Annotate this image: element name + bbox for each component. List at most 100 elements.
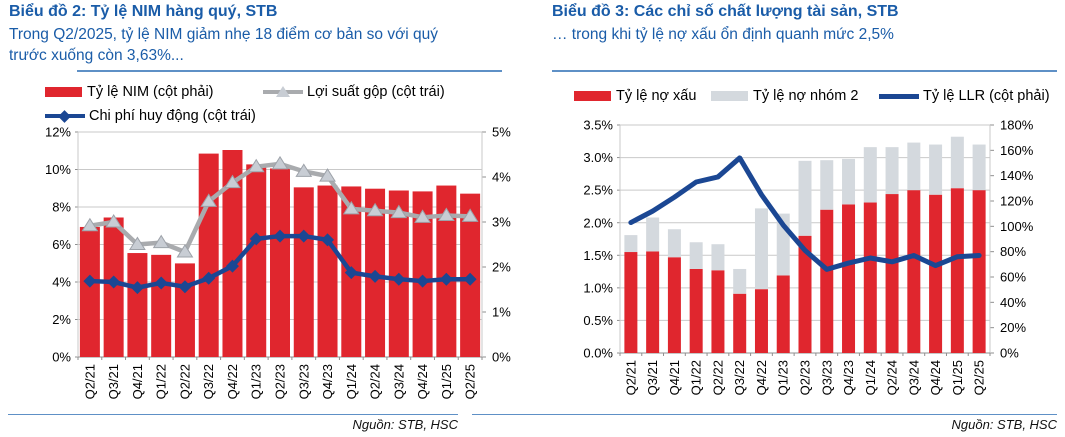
svg-text:5%: 5% (492, 125, 511, 140)
svg-text:Q2/24: Q2/24 (885, 360, 900, 395)
chart2-title: Biểu đồ 2: Tỷ lệ NIM hàng quý, STB (9, 3, 278, 20)
svg-text:Q2/24: Q2/24 (368, 364, 383, 399)
svg-text:Q1/22: Q1/22 (154, 364, 169, 399)
chart2-subtitle: Trong Q2/2025, tỷ lệ NIM giảm nhẹ 18 điể… (9, 26, 438, 64)
svg-text:60%: 60% (1000, 270, 1026, 285)
red-bar-swatch-icon (45, 87, 82, 97)
svg-text:Q2/25: Q2/25 (463, 364, 478, 399)
svg-text:Q3/22: Q3/22 (732, 360, 747, 395)
svg-text:Q3/22: Q3/22 (201, 364, 216, 399)
nim-quarterly-chart: 0% 2% 4% 6% 8% 10% 12% 0% 1% 2% 3% 4% 5% Q2/21 Q3/21 Q4… (45, 125, 511, 400)
svg-text:2%: 2% (52, 312, 71, 327)
legend-label: Tỷ lệ NIM (cột phải) (87, 84, 214, 100)
chart2-source: Nguồn: STB, HSC (352, 417, 459, 432)
chart2-legend-row-1: Tỷ lệ NIM (cột phải) Lợi suất gộp (cột t… (8, 80, 513, 104)
bars (79, 150, 481, 357)
svg-text:Q1/22: Q1/22 (689, 360, 704, 395)
svg-text:Q2/23: Q2/23 (798, 360, 813, 395)
svg-text:Q2/21: Q2/21 (623, 360, 638, 395)
svg-text:Q1/23: Q1/23 (776, 360, 791, 395)
svg-text:80%: 80% (1000, 244, 1026, 259)
red-bar-swatch-icon (574, 91, 611, 101)
bar-series-ty-le-no-nhom-2 (624, 136, 986, 294)
legend-label: Tỷ lệ nợ nhóm 2 (753, 88, 859, 104)
svg-text:Q4/22: Q4/22 (754, 360, 769, 395)
chart3-legend: Tỷ lệ nợ xấu Tỷ lệ nợ nhóm 2 Tỷ lệ LLR (… (552, 84, 1057, 108)
svg-text:Q4/21: Q4/21 (667, 360, 682, 395)
blue-line-diamond-swatch-icon (45, 109, 85, 123)
chart3-top-divider (552, 70, 1057, 72)
svg-text:0%: 0% (1000, 346, 1019, 361)
svg-text:4%: 4% (52, 275, 71, 290)
chart3-subtitle: … trong khi tỷ lệ nợ xấu ổn định quanh m… (552, 26, 894, 43)
bars (624, 136, 986, 353)
svg-text:10%: 10% (45, 162, 71, 177)
legend-item-ty-le-llr: Tỷ lệ LLR (cột phải) (879, 88, 1050, 104)
chart2-legend-row-2: Chi phí huy động (cột trái) (8, 104, 513, 128)
svg-text:1%: 1% (492, 305, 511, 320)
svg-text:1.0%: 1.0% (583, 280, 613, 295)
x-axis-labels: Q2/21 Q3/21 Q4/21 Q1/22 Q2/22 Q3/22 Q4/22 Q1/23… (82, 364, 477, 399)
svg-text:Q4/24: Q4/24 (928, 360, 943, 395)
svg-text:0%: 0% (52, 350, 71, 365)
chart3-legend-row: Tỷ lệ nợ xấu Tỷ lệ nợ nhóm 2 Tỷ lệ LLR (… (552, 84, 1057, 108)
svg-text:6%: 6% (52, 237, 71, 252)
lines (81, 155, 479, 295)
svg-text:160%: 160% (1000, 143, 1034, 158)
legend-label: Chi phí huy động (cột trái) (89, 108, 256, 124)
svg-text:1.5%: 1.5% (583, 248, 613, 263)
svg-text:20%: 20% (1000, 320, 1026, 335)
svg-text:0.5%: 0.5% (583, 313, 613, 328)
svg-text:Q3/24: Q3/24 (906, 360, 921, 395)
svg-text:2.5%: 2.5% (583, 183, 613, 198)
left-axis-labels: 0% 2% 4% 6% 8% 10% 12% (45, 125, 71, 365)
svg-text:4%: 4% (492, 170, 511, 185)
triangle-marker-icon (276, 86, 290, 97)
gray-bar-swatch-icon (711, 91, 748, 101)
right-axis-labels: 0% 20% 40% 60% 80% 100% 120% 140% 160% 180% (1000, 118, 1034, 361)
svg-text:Q3/23: Q3/23 (819, 360, 834, 395)
svg-text:Q3/24: Q3/24 (391, 364, 406, 399)
chart2-legend: Tỷ lệ NIM (cột phải) Lợi suất gộp (cột t… (8, 80, 513, 128)
svg-text:2%: 2% (492, 260, 511, 275)
asset-quality-chart: 0.0% 0.5% 1.0% 1.5% 2.0% 2.5% 3.0% 3.5% 0% 20% 40%… (583, 118, 1034, 396)
blue-line-swatch-icon (879, 89, 919, 103)
bar-series-ty-le-nim (79, 150, 481, 357)
lines (628, 155, 982, 272)
svg-text:Q2/22: Q2/22 (177, 364, 192, 399)
right-axis-labels: 0% 1% 2% 3% 4% 5% (492, 125, 511, 365)
svg-text:Q2/23: Q2/23 (273, 364, 288, 399)
svg-text:3.0%: 3.0% (583, 150, 613, 165)
svg-text:Q3/23: Q3/23 (296, 364, 311, 399)
legend-label: Tỷ lệ nợ xấu (616, 88, 697, 104)
svg-text:Q1/24: Q1/24 (863, 360, 878, 395)
legend-label: Lợi suất gộp (cột trái) (307, 84, 445, 100)
svg-text:40%: 40% (1000, 295, 1026, 310)
legend-item-ty-le-nim: Tỷ lệ NIM (cột phải) (45, 84, 263, 100)
line-series-chi-phi-huy-dong (83, 229, 477, 295)
chart3-title: Biểu đồ 3: Các chỉ số chất lượng tài sản… (552, 3, 899, 20)
left-axis-labels: 0.0% 0.5% 1.0% 1.5% 2.0% 2.5% 3.0% 3.5% (583, 118, 613, 361)
svg-text:Q3/21: Q3/21 (106, 364, 121, 399)
svg-text:Q1/23: Q1/23 (249, 364, 264, 399)
legend-item-ty-le-no-xau: Tỷ lệ nợ xấu (574, 88, 711, 104)
chart3-source: Nguồn: STB, HSC (951, 417, 1058, 432)
chart2-top-divider (77, 70, 502, 72)
svg-text:Q1/25: Q1/25 (950, 360, 965, 395)
svg-text:Q1/25: Q1/25 (439, 364, 454, 399)
svg-text:Q2/22: Q2/22 (710, 360, 725, 395)
svg-text:Q1/24: Q1/24 (344, 364, 359, 399)
legend-item-chi-phi-huy-dong: Chi phí huy động (cột trái) (45, 108, 256, 124)
x-axis-labels: Q2/21 Q3/21 Q4/21 Q1/22 Q2/22 Q3/22 Q4/22 Q1/23… (623, 360, 986, 395)
svg-text:0%: 0% (492, 350, 511, 365)
svg-text:Q4/21: Q4/21 (130, 364, 145, 399)
svg-text:2.0%: 2.0% (583, 215, 613, 230)
svg-text:100%: 100% (1000, 219, 1034, 234)
svg-text:140%: 140% (1000, 168, 1034, 183)
chart2-bottom-divider (8, 414, 458, 415)
legend-item-loi-suat-gop: Lợi suất gộp (cột trái) (263, 84, 445, 100)
gray-line-triangle-swatch-icon (263, 85, 303, 99)
bar-series-ty-le-no-xau (624, 188, 986, 353)
svg-text:0.0%: 0.0% (583, 346, 613, 361)
